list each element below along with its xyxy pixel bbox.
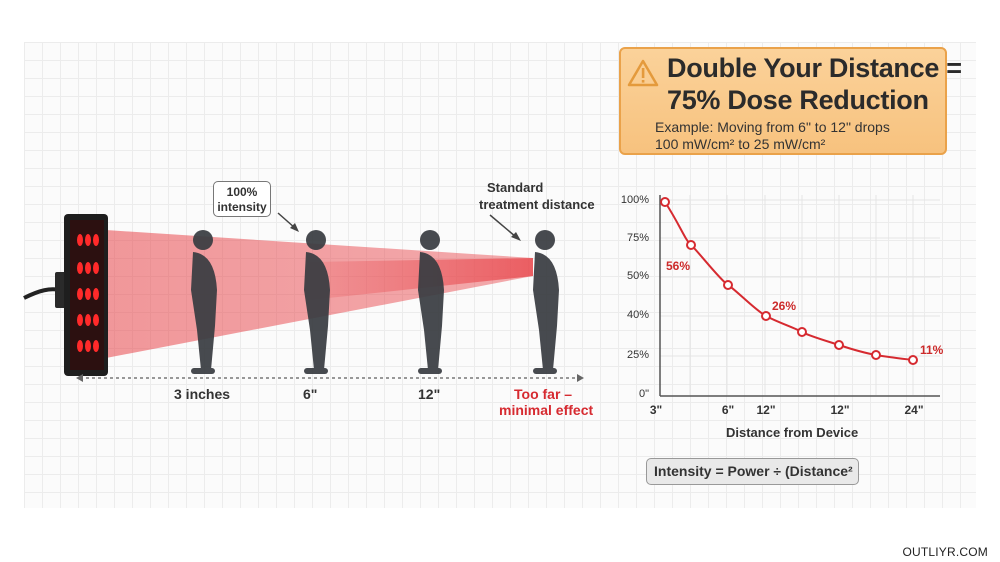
too-far-line1: Too far – [514,386,573,402]
callout-title-line2: 75% Dose Reduction [667,85,929,115]
intensity-label-line2: intensity [217,200,267,214]
distance-diagram [23,212,584,382]
y-tick-25: 25% [626,349,649,361]
x-tick-12a: 12" [756,403,776,417]
y-tick-50: 50% [626,270,649,282]
person-silhouette-12in [418,230,444,374]
y-tick-0: 0" [638,388,649,400]
red-light-device [64,214,108,376]
callout-title-line1: Double Your Distance = [667,53,962,83]
x-tick-24: 24" [904,403,924,417]
intensity-label: 100% intensity [213,181,271,217]
x-axis-label: Distance from Device [726,425,859,440]
intensity-formula: Intensity = Power ÷ (Distance² [646,458,859,485]
person-silhouette-far [533,230,559,374]
distance-label-6in: 6" [303,386,318,402]
y-tick-75: 75% [626,232,649,244]
person-silhouette-3in [191,230,217,374]
standard-label-line2: treatment distance [479,197,595,212]
y-tick-40: 40% [626,309,649,321]
intensity-arrow-icon [277,212,296,229]
callout-example-line2: 100 mW/cm² to 25 mW/cm² [655,136,826,152]
standard-label-line1: Standard [487,180,544,195]
intensity-label-line1: 100% [226,185,258,199]
warning-triangle-icon [627,59,659,87]
x-tick-12b: 12" [830,403,850,417]
distance-label-3in: 3 inches [174,386,231,402]
person-silhouette-6in [304,230,330,374]
brand-watermark: OUTLIYR.COM [902,545,988,559]
power-cable [23,287,61,300]
x-tick-6: 6" [721,403,735,417]
dose-reduction-callout: Double Your Distance = 75% Dose Reductio… [619,47,962,155]
callout-example-line1: Example: Moving from 6" to 12" drops [655,119,890,135]
distance-label-12in: 12" [418,386,441,402]
intensity-chart [659,195,940,397]
data-label-56: 56% [666,259,691,273]
x-tick-3: 3" [649,403,663,417]
standard-arrow-icon [489,214,517,238]
y-tick-100: 100% [620,194,649,206]
too-far-line2: minimal effect [499,402,594,418]
data-label-26: 26% [772,299,797,313]
data-label-11: 11% [920,343,944,357]
